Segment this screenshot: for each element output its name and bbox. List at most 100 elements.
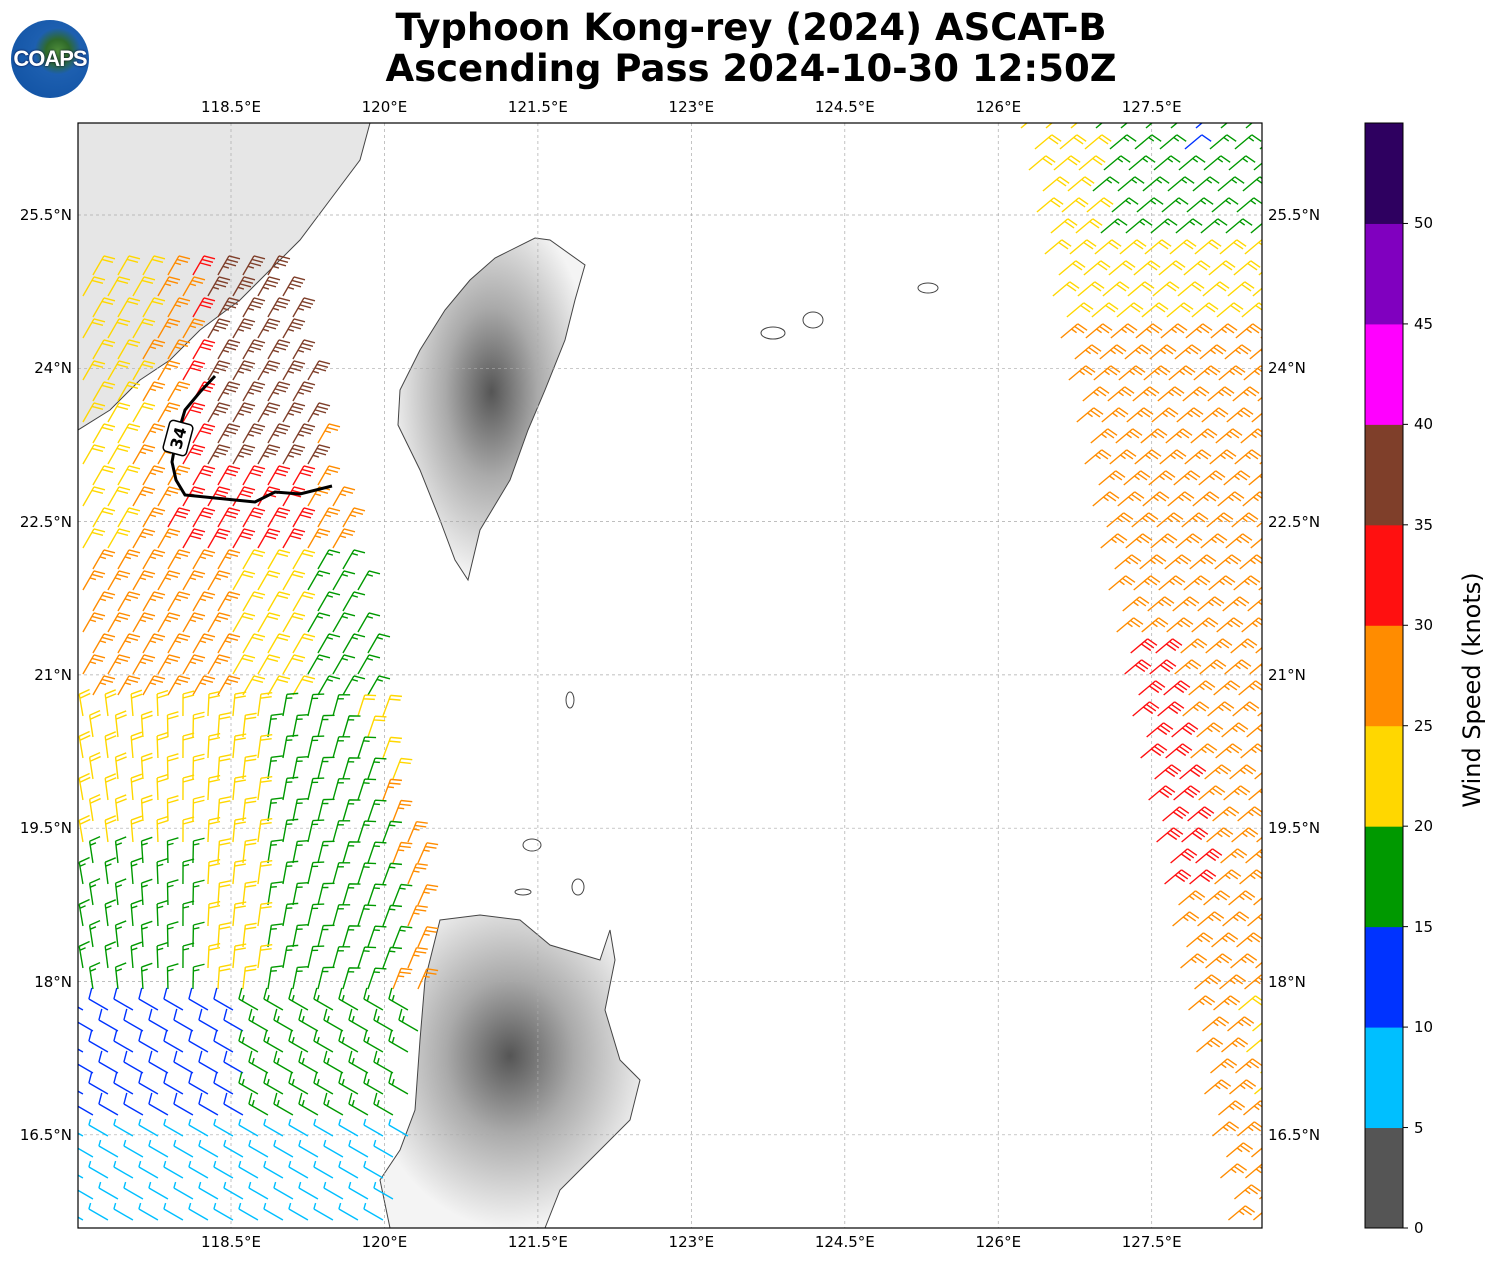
wind-barb [307,528,331,549]
wind-barb [88,709,101,738]
wind-barb [257,360,281,381]
wind-barb [267,465,291,486]
wind-barb [317,423,341,444]
wind-barb [223,1181,244,1200]
wind-barb [238,1029,259,1053]
wind-barb [1134,134,1162,150]
wind-barb [1188,995,1216,1011]
lat-tick-left: 18°N [34,972,72,991]
wind-barb [117,423,141,444]
wind-barb [130,941,143,969]
wind-barb [267,965,283,990]
wind-barb [192,507,216,528]
wind-barb [1139,554,1167,570]
wind-barb [292,713,309,738]
wind-barb [242,255,266,276]
lat-tick-right: 21°N [1268,665,1306,684]
wind-barb [1086,197,1114,213]
wind-barb [1053,155,1081,171]
wind-barb [223,1092,244,1116]
wind-barb [1220,848,1248,864]
wind-barb [1174,659,1202,675]
wind-barb [1229,764,1257,780]
colorbar-tick-label: 20 [1414,817,1434,836]
wind-barb [92,507,116,528]
wind-barb [1250,537,1262,549]
wind-barb [1132,701,1160,717]
wind-barb [207,318,231,339]
wind-barb [182,276,206,297]
wind-barb [332,946,351,969]
wind-barb [1133,575,1161,591]
wind-barb [1186,932,1214,948]
wind-barb [198,1008,219,1032]
wind-barb [1156,512,1184,528]
lat-tick-right: 24°N [1268,359,1306,378]
wind-barb [392,757,413,780]
wind-barb [338,1029,359,1053]
wind-barb [1177,281,1205,297]
wind-barb [192,255,216,276]
wind-barb [138,1202,159,1221]
wind-barb [188,1160,209,1179]
wind-barb [363,1071,384,1095]
wind-barb [1107,386,1135,402]
wind-barb [1245,1163,1262,1179]
wind-barb [1245,123,1254,129]
wind-barb [357,946,377,969]
wind-barb [223,1050,244,1074]
wind-barb [1159,449,1187,465]
wind-barb [263,1071,284,1095]
wind-barb [192,297,216,318]
wind-barb [1134,449,1162,465]
wind-barb [357,904,377,927]
wind-barb [1233,1184,1262,1200]
wind-barb [217,591,241,612]
wind-barb [232,486,256,507]
wind-barb [292,839,309,864]
wind-barb [207,360,231,381]
wind-barb [182,690,195,717]
wind-barb [148,1050,169,1074]
wind-barb [1240,428,1262,444]
wind-barb [88,919,101,948]
wind-barb [273,1008,294,1032]
wind-barb [157,486,181,507]
wind-barb [1172,596,1200,612]
wind-barb [123,1181,144,1200]
wind-barb [292,423,316,444]
wind-barb [1250,222,1262,234]
wind-barb [248,1092,269,1116]
wind-barb [1195,123,1204,129]
wind-barb [317,675,341,696]
wind-barb [342,591,366,612]
wind-barb [1028,155,1056,171]
wind-barb [117,549,141,570]
wind-barb [167,297,191,318]
wind-barb [1236,932,1262,948]
wind-barb [282,612,306,633]
wind-barb [1190,743,1218,759]
wind-barb [398,1008,419,1032]
wind-barb [130,773,143,801]
colorbar-bin [1365,1027,1403,1129]
wind-barb [213,1160,234,1179]
wind-barb [232,733,247,759]
wind-barb [1151,407,1179,423]
wind-barb [213,1118,234,1137]
wind-barb [1116,617,1144,633]
wind-barb [1240,743,1262,759]
wind-barb [132,276,156,297]
lat-tick-left: 21°N [34,665,72,684]
wind-barb [367,799,387,822]
wind-barb [382,862,403,885]
wind-barb [363,1202,384,1221]
wind-barb [288,1071,309,1095]
wind-barb [1185,323,1213,339]
wind-barb [1225,533,1253,549]
wind-barb [188,1202,209,1221]
wind-barb [1077,281,1105,297]
wind-barb [167,339,191,360]
colorbar-tick-label: 50 [1414,214,1434,233]
wind-barb [1258,586,1262,591]
